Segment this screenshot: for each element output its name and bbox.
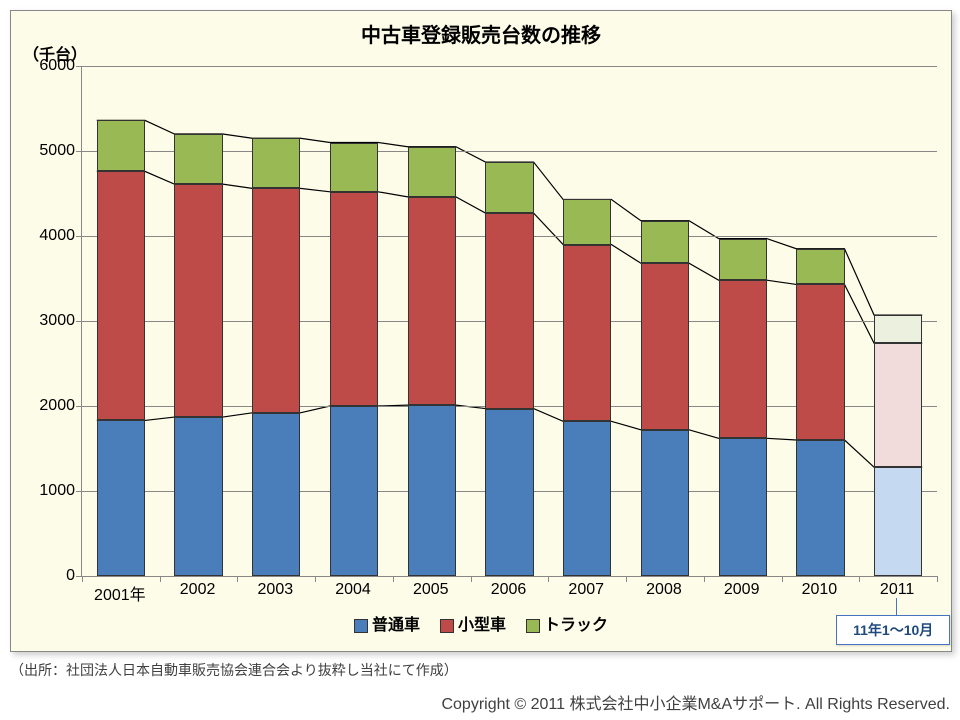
- x-tick-mark: [937, 576, 938, 582]
- legend-swatch: [440, 619, 454, 633]
- x-tick-mark: [82, 576, 83, 582]
- bar-segment: [641, 430, 689, 576]
- bar-segment: [563, 245, 611, 422]
- bar-segment: [641, 263, 689, 430]
- x-tick-mark: [704, 576, 705, 582]
- x-tick-mark: [782, 576, 783, 582]
- bar-segment: [174, 417, 222, 576]
- y-tick-mark: [76, 406, 82, 407]
- y-tick-mark: [76, 236, 82, 237]
- y-tick-label: 6000: [25, 57, 75, 75]
- x-tick-mark: [237, 576, 238, 582]
- legend-item: トラック: [526, 611, 608, 635]
- x-axis-label: 2001年: [94, 581, 146, 605]
- bar-segment: [408, 197, 456, 405]
- x-tick-mark: [548, 576, 549, 582]
- legend-item: 小型車: [440, 611, 506, 635]
- bar-segment: [97, 120, 145, 171]
- bar-segment: [97, 171, 145, 420]
- bar-segment: [719, 438, 767, 576]
- legend-label: 普通車: [372, 617, 420, 634]
- source-note: （出所：社団法人日本自動車販売協会連合会より抜粋し当社にて作成）: [10, 660, 458, 680]
- legend-swatch: [354, 619, 368, 633]
- x-axis-label: 2005: [413, 581, 449, 599]
- y-tick-label: 2000: [25, 397, 75, 415]
- y-tick-label: 1000: [25, 482, 75, 500]
- legend: 普通車 小型車 トラック: [11, 611, 951, 635]
- x-tick-mark: [859, 576, 860, 582]
- y-tick-mark: [76, 66, 82, 67]
- chart-panel: 中古車登録販売台数の推移 （千台） 普通車小型車トラック 01000200030…: [10, 10, 952, 652]
- annotation-connector: [896, 598, 897, 615]
- bar-segment: [408, 147, 456, 197]
- bar-segment: [719, 280, 767, 438]
- bar-segment: [252, 188, 300, 412]
- x-axis-label: 2010: [802, 581, 838, 599]
- bar-segment: [641, 221, 689, 264]
- bar-segment: [330, 143, 378, 192]
- copyright-text: Copyright © 2011 株式会社中小企業M&Aサポート. All Ri…: [0, 690, 950, 714]
- y-tick-mark: [76, 151, 82, 152]
- bar-segment: [485, 213, 533, 409]
- bar-segment: [719, 239, 767, 281]
- bar-segment: [563, 421, 611, 576]
- plot-area: [81, 66, 937, 577]
- bar-segment: [874, 343, 922, 467]
- legend-label: トラック: [544, 617, 608, 634]
- chart-title: 中古車登録販売台数の推移: [11, 19, 951, 48]
- bar-segment: [174, 134, 222, 184]
- y-tick-label: 4000: [25, 227, 75, 245]
- annotation-text: 11年1～10月: [853, 622, 933, 638]
- legend-swatch: [526, 619, 540, 633]
- bar-segment: [796, 440, 844, 576]
- y-tick-label: 0: [25, 567, 75, 585]
- y-tick-label: 5000: [25, 142, 75, 160]
- bar-segment: [485, 409, 533, 576]
- x-axis-label: 2007: [568, 581, 604, 599]
- legend-label: 小型車: [458, 617, 506, 634]
- bar-segment: [408, 405, 456, 576]
- legend-item: 普通車: [354, 611, 420, 635]
- bar-segment: [485, 162, 533, 213]
- x-axis-label: 2011: [880, 581, 914, 599]
- bar-segment: [796, 249, 844, 285]
- x-tick-mark: [626, 576, 627, 582]
- x-axis-label: 2003: [258, 581, 294, 599]
- x-axis-label: 2004: [335, 581, 371, 599]
- x-tick-mark: [471, 576, 472, 582]
- gridline: [82, 66, 937, 67]
- y-tick-mark: [76, 491, 82, 492]
- x-tick-mark: [393, 576, 394, 582]
- y-tick-mark: [76, 321, 82, 322]
- bar-segment: [330, 192, 378, 406]
- x-axis-label: 2008: [646, 581, 682, 599]
- bar-segment: [874, 315, 922, 343]
- x-tick-mark: [315, 576, 316, 582]
- annotation-box: 11年1～10月: [836, 615, 950, 645]
- bar-segment: [174, 184, 222, 417]
- bar-segment: [97, 420, 145, 576]
- y-tick-label: 3000: [25, 312, 75, 330]
- bar-segment: [874, 467, 922, 576]
- x-axis-label: 2009: [724, 581, 760, 599]
- bar-segment: [252, 413, 300, 576]
- x-axis-label: 2006: [491, 581, 527, 599]
- bar-segment: [330, 406, 378, 576]
- bar-segment: [252, 138, 300, 188]
- bar-segment: [563, 199, 611, 244]
- x-tick-mark: [160, 576, 161, 582]
- x-axis-label: 2002: [180, 581, 216, 599]
- bar-segment: [796, 284, 844, 440]
